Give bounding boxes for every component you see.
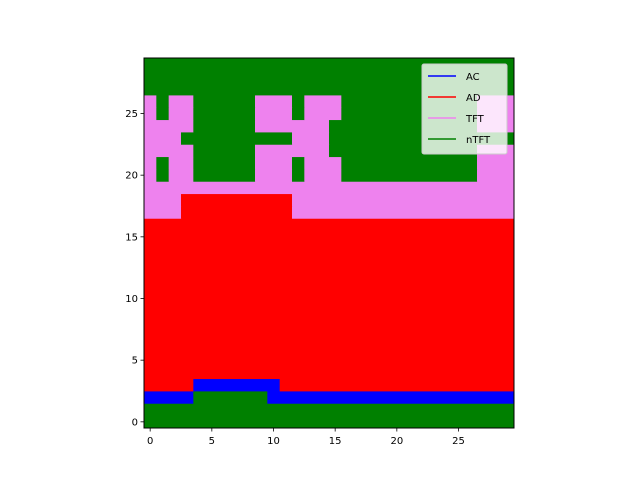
x-tick-label: 5 xyxy=(209,436,215,447)
x-axis: 0 5 10 15 20 25 xyxy=(147,428,465,447)
legend-box xyxy=(421,63,508,155)
heatmap-cell-tft xyxy=(168,169,194,182)
heatmap-cell-ntft xyxy=(292,107,305,121)
legend-label: TFT xyxy=(465,114,485,125)
x-tick-label: 10 xyxy=(267,436,280,447)
x-tick-label: 0 xyxy=(147,436,153,447)
heatmap-cell-ntft xyxy=(144,415,515,429)
heatmap-cell-ac xyxy=(144,391,194,404)
heatmap-cell-tft xyxy=(168,156,194,170)
y-tick-label: 10 xyxy=(125,294,138,305)
y-tick-label: 15 xyxy=(125,232,138,243)
heatmap-cell-tft xyxy=(304,107,342,121)
x-tick-label: 20 xyxy=(390,436,403,447)
heatmap-cell-tft xyxy=(292,206,515,219)
heatmap-cell-tft xyxy=(292,193,515,207)
heatmap-cell-tft xyxy=(168,107,194,121)
heatmap-cell-ntft xyxy=(193,144,256,158)
heatmap-cell-ad xyxy=(144,230,515,244)
heatmap-cell-ad xyxy=(144,280,515,293)
heatmap-cell-tft xyxy=(255,119,330,133)
heatmap-cell-ntft xyxy=(156,156,170,170)
heatmap-cell-ntft xyxy=(341,169,478,182)
heatmap-cell-ntft xyxy=(193,119,256,133)
heatmap-cell-tft xyxy=(255,107,293,121)
heatmap-cell-ntft xyxy=(193,169,256,182)
heatmap-cell-tft xyxy=(144,132,182,145)
y-tick-label: 20 xyxy=(125,171,138,182)
heatmap-cell-tft xyxy=(304,95,342,108)
heatmap-cell-ad xyxy=(144,304,515,318)
heatmap-cell-tft xyxy=(144,206,182,219)
heatmap-cell-ntft xyxy=(144,403,515,417)
heatmap-cell-ntft xyxy=(193,95,256,108)
heatmap-cell-ntft xyxy=(292,156,305,170)
heatmap-cell-tft xyxy=(144,119,194,133)
heatmap-cell-ad xyxy=(144,267,515,281)
heatmap-cell-ntft xyxy=(341,156,478,170)
legend-label: nTFT xyxy=(466,135,491,146)
heatmap-cell-tft xyxy=(144,144,194,158)
heatmap-cell-ad xyxy=(144,354,515,367)
x-tick-label: 25 xyxy=(452,436,465,447)
heatmap-cell-tft xyxy=(255,169,293,182)
heatmap-cell-ntft xyxy=(193,391,268,404)
heatmap-cell-ad xyxy=(144,317,515,330)
heatmap-cell-tft xyxy=(144,169,157,182)
heatmap-cell-ad xyxy=(279,378,515,392)
heatmap-cell-ntft xyxy=(193,156,256,170)
heatmap-cell-ad xyxy=(181,206,293,219)
heatmap-cell-tft xyxy=(304,156,342,170)
heatmap-cell-tft xyxy=(255,95,293,108)
legend: AC AD TFT nTFT xyxy=(421,63,508,155)
heatmap-cell-ad xyxy=(144,243,515,256)
heatmap-cell-tft xyxy=(477,169,515,182)
heatmap-cell-ac xyxy=(267,391,515,404)
x-tick-label: 15 xyxy=(329,436,342,447)
heatmap-cell-ad xyxy=(144,341,515,355)
heatmap-cell-ac xyxy=(193,378,281,392)
heatmap-cell-tft xyxy=(144,193,182,207)
heatmap-cell-ntft xyxy=(156,95,170,108)
heatmap-cell-tft xyxy=(144,107,157,121)
y-tick-label: 5 xyxy=(132,356,138,367)
heatmap-cell-ad xyxy=(181,193,293,207)
heatmap-cell-tft xyxy=(168,95,194,108)
plot-frame xyxy=(143,57,515,429)
heatmap-cell-tft xyxy=(144,156,157,170)
heatmap-cell-ad xyxy=(144,292,515,306)
heatmap-cell-ad xyxy=(144,218,515,232)
legend-label: AC xyxy=(466,72,480,83)
heatmap-cell-ntft xyxy=(193,107,256,121)
y-tick-label: 25 xyxy=(125,109,138,120)
heatmap-cell-tft xyxy=(292,132,330,145)
heatmap-cell-ad xyxy=(144,255,515,269)
heatmap-cell-ad xyxy=(144,329,515,343)
heatmap-cell-tft xyxy=(144,181,515,195)
heatmap-cell-tft xyxy=(144,95,157,108)
heatmap-cell-tft xyxy=(477,156,515,170)
legend-label: AD xyxy=(466,93,481,104)
heatmap-cell-ntft xyxy=(292,169,305,182)
heatmap-cell-ad xyxy=(144,366,515,380)
heatmap-cell-ntft xyxy=(156,169,170,182)
heatmap-cell-ad xyxy=(144,378,194,392)
heatmap-cell-ntft xyxy=(181,132,293,145)
heatmap-cell-ntft xyxy=(156,107,170,121)
y-axis: 0 5 10 15 20 25 xyxy=(125,109,144,428)
heatmap-cell-tft xyxy=(255,156,293,170)
heatmap-cell-tft xyxy=(255,144,330,158)
y-tick-label: 0 xyxy=(132,417,138,428)
heatmap-cell-ntft xyxy=(292,95,305,108)
heatmap-cell-tft xyxy=(304,169,342,182)
